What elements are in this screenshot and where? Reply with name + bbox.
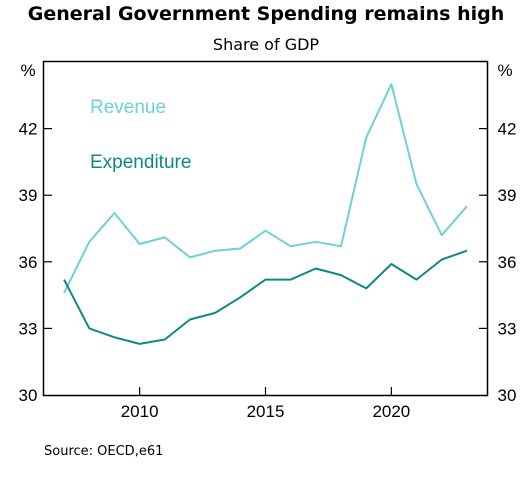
y-tick-label-left: 42: [19, 120, 38, 139]
series-lines: [63, 83, 468, 345]
y-tick-label-right: 42: [498, 120, 517, 139]
y-tick-label-left: 36: [19, 253, 38, 272]
source-note: Source: OECD,e61: [44, 444, 163, 459]
series-line-expenditure: [63, 249, 468, 345]
axis-ticks: 30 30 33 33 36 36 39 39 42 42 2010 2015 2020: [19, 120, 517, 421]
series-labels: Revenue Expenditure: [90, 97, 191, 173]
y-tick-label-right: 33: [498, 319, 517, 338]
x-tick-label: 2020: [372, 402, 410, 421]
left-unit-label: %: [20, 61, 35, 80]
x-tick-label: 2010: [121, 402, 159, 421]
x-tick-label: 2015: [247, 402, 285, 421]
right-unit-label: %: [497, 61, 512, 80]
plot-area-frame: [42, 60, 489, 397]
y-tick-label-left: 33: [19, 319, 38, 338]
y-tick-label-left: 39: [19, 186, 38, 205]
series-label-expenditure: Expenditure: [90, 152, 191, 173]
series-line-revenue: [63, 83, 468, 294]
series-label-revenue: Revenue: [90, 97, 166, 118]
chart-title: General Government Spending remains high: [28, 3, 505, 25]
y-tick-label-right: 39: [498, 186, 517, 205]
y-tick-label-left: 30: [19, 386, 38, 405]
chart-subtitle: Share of GDP: [213, 35, 319, 54]
y-tick-label-right: 36: [498, 253, 517, 272]
y-tick-label-right: 30: [498, 386, 517, 405]
